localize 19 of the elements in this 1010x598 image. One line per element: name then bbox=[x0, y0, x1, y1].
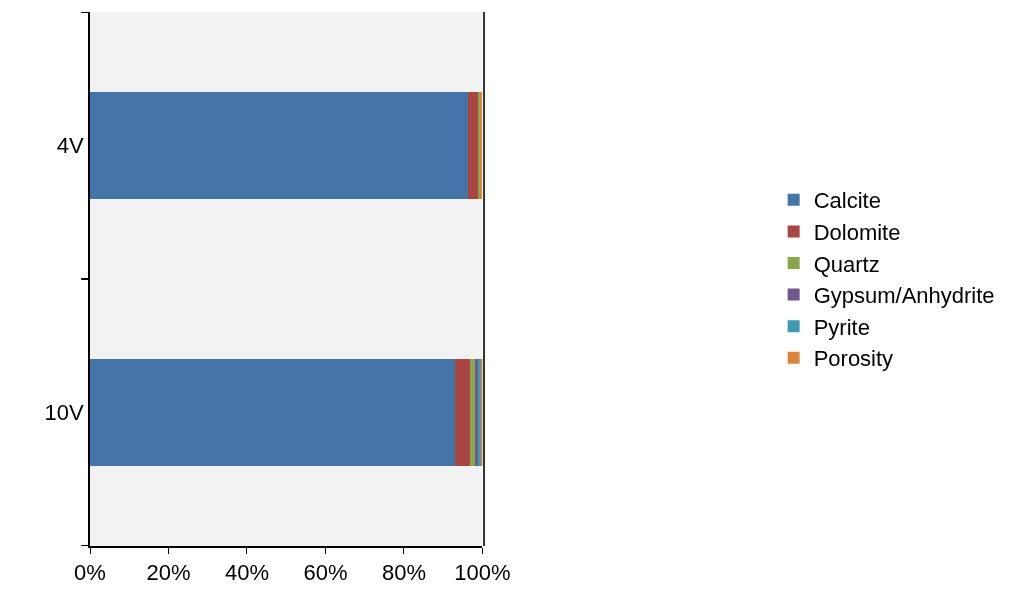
x-tick-label: 100% bbox=[454, 560, 511, 586]
bar bbox=[90, 359, 456, 466]
legend-label: Porosity bbox=[813, 346, 894, 372]
x-tick-label: 80% bbox=[381, 560, 426, 586]
x-tick-label: 0% bbox=[74, 560, 106, 586]
legend-label: Gypsum/Anhydrite bbox=[813, 283, 995, 309]
bar bbox=[90, 92, 469, 199]
bar bbox=[468, 92, 479, 199]
x-tick-label: 40% bbox=[224, 560, 269, 586]
legend-label: Quartz bbox=[813, 251, 880, 277]
legend-label: Pyrite bbox=[813, 314, 870, 340]
legend-label: Calcite bbox=[813, 188, 881, 214]
x-tick-label: 20% bbox=[146, 560, 191, 586]
x-tick-label: 60% bbox=[303, 560, 348, 586]
y-tick-label: 4V bbox=[56, 133, 84, 159]
legend-label: Dolomite bbox=[813, 219, 901, 245]
y-tick-label: 10V bbox=[44, 400, 84, 426]
bar bbox=[455, 359, 470, 466]
bar bbox=[475, 359, 478, 466]
